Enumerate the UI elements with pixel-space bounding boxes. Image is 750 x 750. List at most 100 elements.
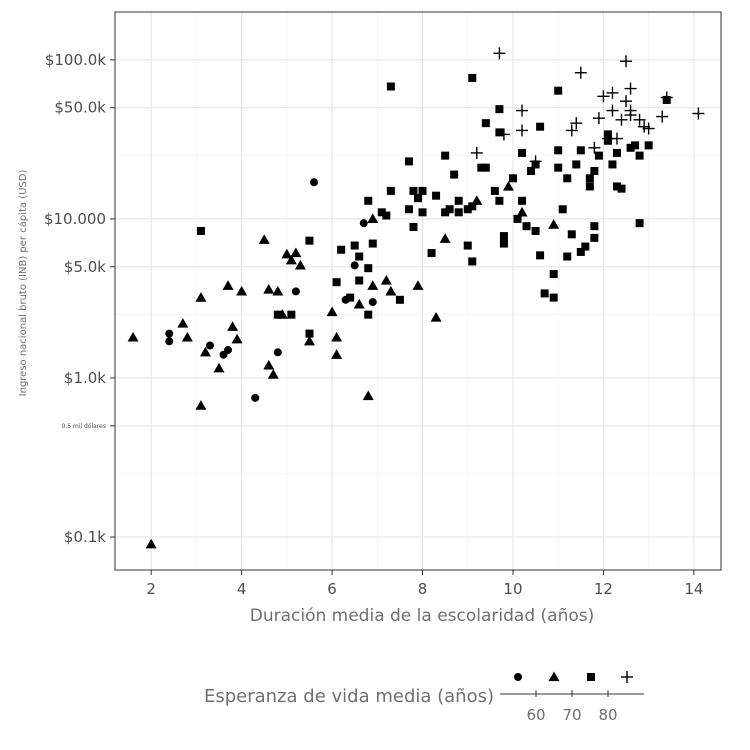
- data-point-square: [499, 232, 508, 241]
- data-point-square: [608, 160, 617, 169]
- x-tick-label: 8: [418, 580, 428, 598]
- data-point-square: [454, 208, 463, 217]
- data-point-circle: [368, 298, 377, 307]
- data-point-square: [508, 174, 517, 183]
- data-point-square: [490, 186, 499, 195]
- data-point-triangle: [227, 321, 239, 331]
- data-point-square: [468, 202, 477, 211]
- data-point-plus: [565, 124, 578, 137]
- plot-panel: [115, 12, 721, 570]
- data-point-triangle: [303, 335, 315, 346]
- data-point-square: [585, 174, 594, 183]
- x-tick-label: 14: [684, 580, 703, 598]
- data-point-square: [409, 222, 418, 231]
- data-point-square: [495, 128, 504, 137]
- data-point-triangle: [380, 274, 392, 285]
- data-point-triangle: [548, 219, 560, 229]
- data-point-square: [554, 86, 563, 95]
- legend-ticks: 60 70 80: [526, 690, 618, 724]
- data-point-square: [527, 167, 536, 176]
- data-point-square: [567, 230, 576, 239]
- data-point-square: [572, 160, 581, 169]
- data-point-triangle: [516, 206, 528, 217]
- y-tick-label: $10.000: [44, 210, 106, 228]
- x-tick-label: 12: [594, 580, 613, 598]
- y-axis: $0.1k 0,5 mil dólares $1.0k $5.0k $10.000 $50…: [44, 51, 115, 546]
- data-point-square: [536, 251, 545, 260]
- data-point-triangle: [258, 234, 270, 244]
- data-point-square: [196, 226, 205, 235]
- data-point-square: [427, 249, 436, 258]
- data-point-circle: [359, 219, 368, 228]
- data-point-triangle: [127, 331, 139, 342]
- data-point-square: [576, 247, 585, 256]
- data-point-triangle: [231, 333, 243, 344]
- data-point-square: [499, 239, 508, 248]
- legend-keys: [514, 671, 633, 683]
- data-point-plus: [588, 141, 601, 154]
- data-point-square: [377, 208, 386, 217]
- data-point-plus: [570, 117, 583, 130]
- data-point-square: [495, 196, 504, 205]
- data-point-triangle: [353, 298, 365, 309]
- data-point-triangle: [281, 248, 293, 259]
- data-point-square: [617, 184, 626, 193]
- data-point-plus: [633, 113, 646, 126]
- data-point-circle: [205, 341, 214, 350]
- data-point-square: [432, 191, 441, 200]
- data-point-square: [364, 310, 373, 319]
- data-point-plus: [470, 146, 483, 159]
- data-point-square: [631, 141, 640, 150]
- data-point-circle: [309, 178, 318, 187]
- data-point-square: [590, 222, 599, 231]
- data-point-square: [450, 170, 459, 179]
- data-point-triangle: [439, 233, 451, 243]
- data-point-plus: [656, 110, 669, 123]
- data-point-plus: [597, 90, 610, 103]
- data-point-triangle: [367, 280, 379, 290]
- data-point-square: [612, 182, 621, 191]
- data-point-triangle: [294, 259, 306, 270]
- legend-key-square: [587, 673, 595, 681]
- data-point-square: [463, 205, 472, 214]
- data-point-square: [418, 186, 427, 195]
- x-tick-label: 2: [146, 580, 156, 598]
- data-point-square: [563, 174, 572, 183]
- data-point-triangle: [199, 346, 211, 357]
- data-point-square: [612, 148, 621, 157]
- data-point-square: [409, 186, 418, 195]
- data-point-square: [404, 157, 413, 166]
- data-point-square: [332, 278, 341, 287]
- data-point-square: [418, 208, 427, 217]
- data-point-triangle: [213, 362, 225, 373]
- data-point-square: [364, 264, 373, 273]
- data-point-plus: [692, 107, 705, 120]
- y-tick-label: 0,5 mil dólares: [61, 423, 106, 430]
- data-point-square: [481, 163, 490, 172]
- data-point-square: [441, 151, 450, 160]
- data-point-triangle: [181, 331, 193, 342]
- data-point-triangle: [145, 538, 157, 549]
- x-axis-title: Duración media de la escolaridad (años): [250, 606, 595, 626]
- data-point-square: [554, 146, 563, 155]
- data-point-circle: [291, 287, 300, 296]
- data-point-triangle: [331, 331, 343, 342]
- data-point-square: [355, 252, 364, 261]
- y-tick-label: $50.0k: [54, 99, 106, 117]
- data-point-circle: [224, 345, 233, 354]
- data-point-plus: [606, 104, 619, 117]
- data-point-square: [395, 295, 404, 304]
- legend-tick-label: 70: [562, 706, 581, 724]
- data-point-triangle: [272, 285, 284, 296]
- data-point-triangle: [430, 311, 442, 322]
- y-tick-label: $0.1k: [64, 528, 106, 546]
- data-point-triangle: [290, 247, 302, 258]
- data-point-square: [513, 214, 522, 223]
- data-point-circle: [251, 393, 260, 402]
- data-point-square: [441, 208, 450, 217]
- data-point-square: [644, 141, 653, 150]
- data-point-square: [531, 226, 540, 235]
- data-point-triangle: [236, 285, 248, 296]
- data-point-triangle: [326, 306, 338, 317]
- data-point-square: [350, 241, 359, 250]
